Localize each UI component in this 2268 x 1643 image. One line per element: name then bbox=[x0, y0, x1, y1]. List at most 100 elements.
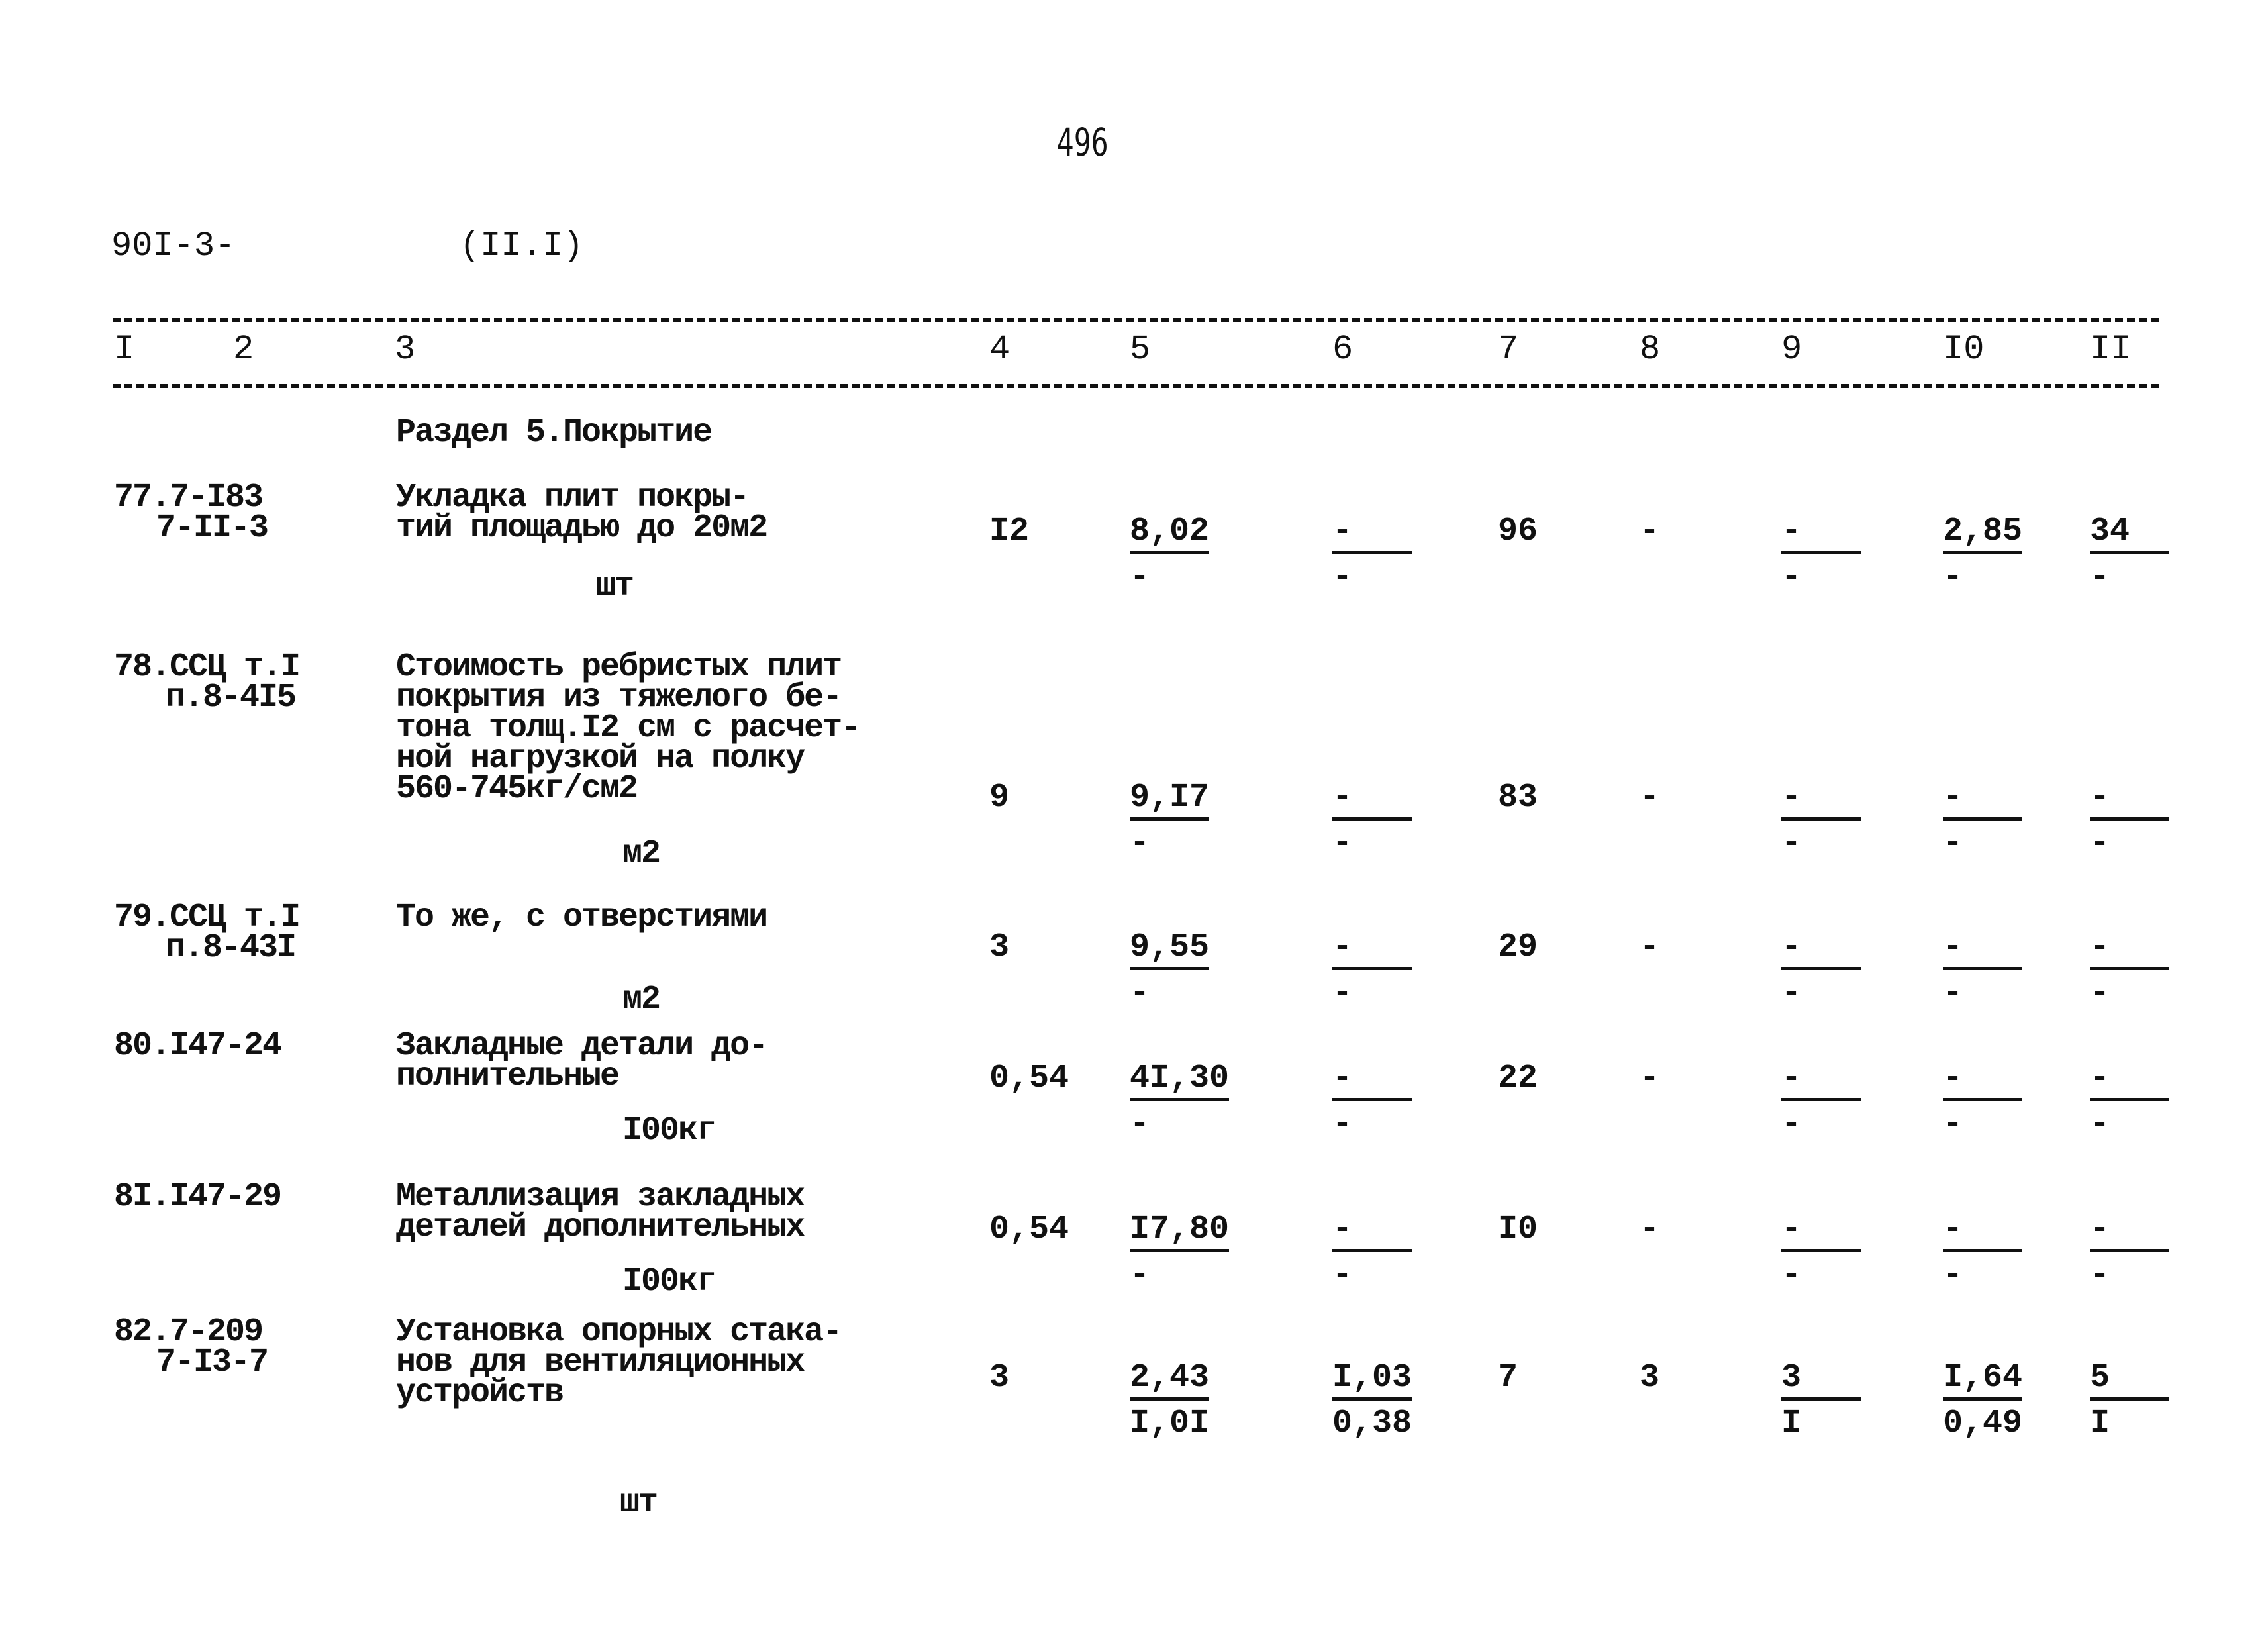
cell-top-value: - bbox=[1781, 1213, 1861, 1252]
column-header-10: I0 bbox=[1943, 330, 1985, 369]
document-section: (II.I) bbox=[460, 226, 584, 266]
row-unit: I00кг bbox=[622, 1112, 716, 1150]
fraction-cell-c6: I,03 0,38 bbox=[1332, 1362, 1412, 1440]
cell-c7: 29 bbox=[1498, 928, 1538, 966]
cell-c8: - bbox=[1640, 513, 1660, 550]
cell-c4: 9 bbox=[989, 779, 1010, 817]
fraction-cell-c5: 8,02 - bbox=[1130, 515, 1210, 596]
cell-top-value: 9,I7 bbox=[1130, 781, 1210, 821]
row-description: деталей дополнительных bbox=[396, 1209, 805, 1246]
cell-c8: - bbox=[1640, 1211, 1660, 1248]
cell-bottom-value: - bbox=[1130, 1256, 1150, 1294]
cell-bottom-value: - bbox=[1130, 974, 1150, 1012]
fraction-cell-c9: -- bbox=[1781, 931, 1861, 1010]
cell-c4: I2 bbox=[989, 513, 1030, 550]
row-code: 79.ССЦ т.I bbox=[114, 899, 301, 936]
fraction-cell-c10: I,64 0,49 bbox=[1943, 1362, 2023, 1440]
row-code: 78.ССЦ т.I bbox=[114, 648, 301, 686]
cell-bottom-value: I bbox=[2090, 1405, 2110, 1442]
cell-top-value: - bbox=[1781, 931, 1861, 970]
cell-top-value: 5 bbox=[2090, 1362, 2169, 1401]
cell-bottom-value: - bbox=[1130, 1105, 1150, 1143]
cell-top-value: - bbox=[1781, 781, 1861, 821]
fraction-cell-c11: -- bbox=[2090, 1062, 2169, 1141]
cell-bottom-value: - bbox=[1943, 974, 1963, 1012]
cell-bottom-value: - bbox=[1332, 558, 1353, 596]
cell-top-value: - bbox=[1781, 1062, 1861, 1101]
fraction-cell-c9: -- bbox=[1781, 515, 1861, 594]
cell-top-value: - bbox=[1332, 931, 1412, 970]
row-description: покрытия из тяжелого бе- bbox=[396, 679, 842, 717]
row-description: тий площадью до 20м2 bbox=[396, 509, 768, 547]
cell-c8: 3 bbox=[1640, 1359, 1660, 1397]
fraction-cell-c5: 9,I7- bbox=[1130, 781, 1210, 862]
column-header-7: 7 bbox=[1498, 330, 1519, 369]
fraction-cell-c6: -- bbox=[1332, 1062, 1412, 1141]
column-header-11: II bbox=[2090, 330, 2132, 369]
page-number: 496 bbox=[1057, 120, 1109, 165]
row-description: Установка опорных стака- bbox=[396, 1313, 842, 1351]
column-header-9: 9 bbox=[1781, 330, 1802, 369]
row-code: 7-I3-7 bbox=[156, 1344, 269, 1381]
cell-top-value: - bbox=[2090, 1062, 2169, 1101]
row-description: 560-745кг/см2 bbox=[396, 770, 638, 808]
fraction-cell-c11: 34 - bbox=[2090, 515, 2169, 594]
cell-c7: 22 bbox=[1498, 1060, 1538, 1097]
row-description: устройств bbox=[396, 1374, 564, 1412]
cell-bottom-value: I,0I bbox=[1130, 1405, 1210, 1442]
row-code: 82.7-209 bbox=[114, 1313, 264, 1351]
row-description: Закладные детали до- bbox=[396, 1027, 768, 1065]
cell-bottom-value: - bbox=[1943, 1105, 1963, 1143]
row-unit: I00кг bbox=[622, 1263, 716, 1301]
section-title: Раздел 5.Покрытие bbox=[396, 414, 713, 452]
row-unit: м2 bbox=[622, 835, 661, 873]
cell-c4: 0,54 bbox=[989, 1060, 1069, 1097]
cell-bottom-value: - bbox=[1781, 824, 1802, 862]
cell-top-value: 8,02 bbox=[1130, 515, 1210, 554]
cell-c4: 3 bbox=[989, 928, 1010, 966]
row-description: Стоимость ребристых плит bbox=[396, 648, 842, 686]
cell-bottom-value: - bbox=[2090, 1256, 2110, 1294]
row-code: 8I.I47-29 bbox=[114, 1178, 282, 1216]
cell-bottom-value: - bbox=[1943, 824, 1963, 862]
cell-top-value: - bbox=[1943, 781, 2022, 821]
fraction-cell-c10: -- bbox=[1943, 1213, 2022, 1292]
cell-c7: 7 bbox=[1498, 1359, 1518, 1397]
cell-top-value: - bbox=[1943, 931, 2022, 970]
cell-top-value: - bbox=[1781, 515, 1861, 554]
cell-top-value: 3 bbox=[1781, 1362, 1861, 1401]
fraction-cell-c5: I7,80 - bbox=[1130, 1213, 1230, 1294]
cell-bottom-value: - bbox=[1781, 558, 1802, 596]
document-code: 90I-3- bbox=[111, 226, 236, 266]
column-header-6: 6 bbox=[1332, 330, 1354, 369]
fraction-cell-c5: 9,55 - bbox=[1130, 931, 1210, 1012]
row-description: Укладка плит покры- bbox=[396, 479, 750, 517]
row-description: То же, с отверстиями bbox=[396, 899, 768, 936]
cell-bottom-value: - bbox=[1943, 558, 1963, 596]
cell-bottom-value: - bbox=[2090, 824, 2110, 862]
cell-top-value: - bbox=[1943, 1062, 2022, 1101]
cell-bottom-value: - bbox=[1130, 824, 1150, 862]
row-code: 7-II-3 bbox=[156, 509, 269, 547]
cell-bottom-value: I bbox=[1781, 1405, 1802, 1442]
fraction-cell-c10: -- bbox=[1943, 931, 2022, 1010]
fraction-cell-c5: 2,43 I,0I bbox=[1130, 1362, 1210, 1442]
row-code: п.8-4I5 bbox=[166, 679, 297, 717]
cell-bottom-value: - bbox=[1781, 1256, 1802, 1294]
column-header-8: 8 bbox=[1640, 330, 1661, 369]
fraction-cell-c10: -- bbox=[1943, 1062, 2022, 1141]
row-description: Металлизация закладных bbox=[396, 1178, 805, 1216]
cell-c8: - bbox=[1640, 1060, 1660, 1097]
cell-top-value: I,03 bbox=[1332, 1362, 1412, 1401]
cell-c7: 83 bbox=[1498, 779, 1538, 817]
header-top-divider bbox=[113, 318, 2159, 322]
row-description: полнительные bbox=[396, 1058, 620, 1095]
cell-bottom-value: - bbox=[1130, 558, 1150, 596]
cell-top-value: I,64 bbox=[1943, 1362, 2023, 1401]
fraction-cell-c11: -- bbox=[2090, 781, 2169, 860]
cell-top-value: - bbox=[1332, 1062, 1412, 1101]
cell-top-value: - bbox=[1332, 1213, 1412, 1252]
cell-bottom-value: - bbox=[1332, 1256, 1353, 1294]
